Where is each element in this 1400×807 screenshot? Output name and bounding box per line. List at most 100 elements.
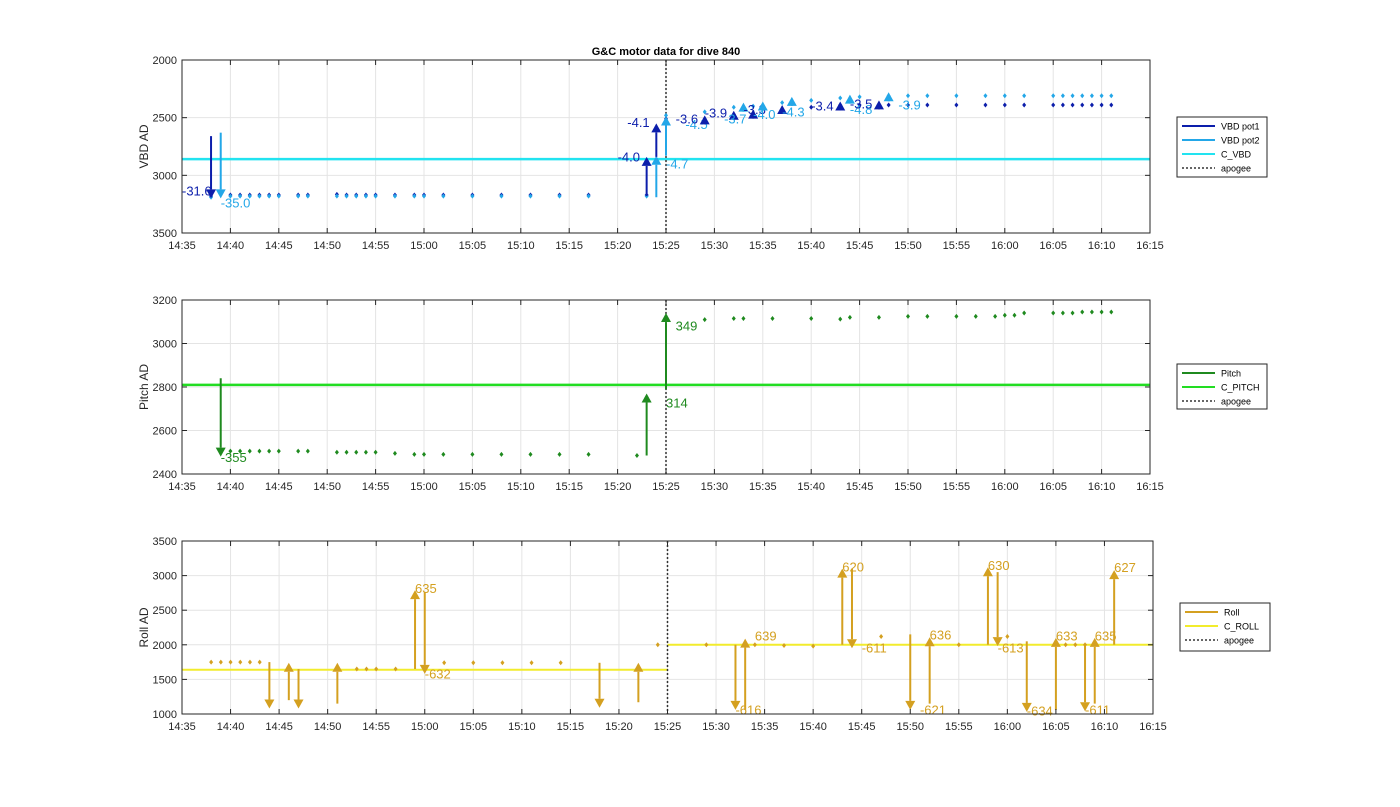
point-vbd-pot1 bbox=[1060, 102, 1065, 108]
arrow-head bbox=[846, 639, 857, 649]
point-roll bbox=[704, 642, 709, 648]
point-vbd-pot2 bbox=[441, 193, 446, 199]
point-pitch bbox=[499, 451, 504, 457]
x-tick-label: 15:00 bbox=[411, 721, 439, 733]
point-vbd-pot2 bbox=[1051, 93, 1056, 99]
point-vbd-pot1 bbox=[954, 102, 959, 108]
point-vbd-pot2 bbox=[373, 193, 378, 199]
data-label: -3.7 bbox=[724, 111, 746, 126]
point-vbd-pot2 bbox=[354, 193, 359, 199]
point-pitch bbox=[1099, 309, 1104, 315]
point-vbd-pot2 bbox=[267, 193, 272, 199]
arrow-head bbox=[883, 92, 894, 102]
point-vbd-pot2 bbox=[238, 193, 243, 199]
x-tick-label: 15:15 bbox=[555, 481, 583, 493]
data-label: 349 bbox=[676, 318, 698, 333]
point-vbd-pot2 bbox=[305, 193, 310, 199]
x-tick-label: 15:10 bbox=[507, 240, 535, 252]
point-roll bbox=[956, 642, 961, 648]
x-tick-label: 15:50 bbox=[894, 481, 922, 493]
point-roll bbox=[811, 643, 816, 649]
data-label: 635 bbox=[415, 581, 437, 596]
point-vbd-pot2 bbox=[470, 193, 475, 199]
arrow-head bbox=[641, 393, 652, 403]
x-tick-label: 15:45 bbox=[846, 240, 874, 252]
x-tick-label: 14:35 bbox=[168, 481, 196, 493]
point-pitch bbox=[305, 448, 310, 454]
data-label: 633 bbox=[1056, 629, 1078, 644]
point-pitch bbox=[238, 448, 243, 454]
point-pitch bbox=[954, 313, 959, 319]
point-roll bbox=[209, 659, 214, 665]
point-roll bbox=[218, 659, 223, 665]
x-tick-label: 15:35 bbox=[751, 721, 779, 733]
data-label: -611 bbox=[862, 640, 887, 655]
point-vbd-pot1 bbox=[983, 102, 988, 108]
point-vbd-pot2 bbox=[702, 109, 707, 115]
arrow-head bbox=[738, 102, 749, 112]
point-roll bbox=[247, 659, 252, 665]
point-pitch bbox=[741, 315, 746, 321]
arrow-head bbox=[1080, 702, 1091, 712]
data-label: -4.7 bbox=[666, 156, 688, 171]
legend-entry: apogee bbox=[1221, 397, 1251, 407]
x-tick-label: 15:55 bbox=[943, 481, 971, 493]
arrow-head bbox=[786, 96, 797, 106]
data-label: -3.9 bbox=[705, 106, 727, 121]
point-pitch bbox=[993, 313, 998, 319]
x-tick-label: 14:40 bbox=[217, 481, 245, 493]
arrow-head bbox=[835, 101, 846, 111]
arrow-head bbox=[419, 664, 430, 674]
point-vbd-pot2 bbox=[1022, 93, 1027, 99]
arrow-head bbox=[728, 110, 739, 120]
point-pitch bbox=[1080, 309, 1085, 315]
x-tick-label: 16:10 bbox=[1088, 481, 1116, 493]
x-tick-label: 15:30 bbox=[701, 481, 729, 493]
point-pitch bbox=[1022, 310, 1027, 316]
legend-entry: VBD pot1 bbox=[1221, 122, 1260, 132]
point-roll bbox=[238, 659, 243, 665]
x-tick-label: 16:05 bbox=[1039, 240, 1067, 252]
data-label: -634 bbox=[1027, 703, 1053, 718]
data-label: -3.4 bbox=[811, 99, 833, 114]
point-roll bbox=[752, 642, 757, 648]
y-tick-label: 2000 bbox=[153, 55, 177, 67]
legend-entry: C_ROLL bbox=[1224, 622, 1259, 632]
arrow-head bbox=[837, 568, 848, 578]
x-tick-label: 14:55 bbox=[362, 240, 390, 252]
point-vbd-pot2 bbox=[1080, 93, 1085, 99]
data-label: -3.5 bbox=[850, 96, 872, 111]
y-axis-label: Roll AD bbox=[137, 607, 151, 647]
point-vbd-pot1 bbox=[857, 102, 862, 108]
x-tick-label: 15:25 bbox=[652, 240, 680, 252]
data-label: -4.8 bbox=[850, 102, 872, 117]
point-vbd-pot2 bbox=[1002, 93, 1007, 99]
arrow-head bbox=[641, 156, 652, 166]
subplot-3: 635 -632 -616 639 620 -611 -621 636 630 -613 -634 6… bbox=[137, 536, 1271, 733]
data-label: -621 bbox=[920, 703, 946, 718]
point-pitch bbox=[1002, 312, 1007, 318]
x-tick-label: 15:50 bbox=[896, 721, 924, 733]
x-tick-label: 14:40 bbox=[217, 721, 245, 733]
point-vbd-pot2 bbox=[528, 193, 533, 199]
point-pitch bbox=[876, 314, 881, 320]
x-tick-label: 15:05 bbox=[459, 481, 487, 493]
point-pitch bbox=[973, 313, 978, 319]
arrow-head bbox=[264, 699, 275, 709]
point-vbd-pot2 bbox=[499, 193, 504, 199]
arrow-head bbox=[633, 662, 644, 672]
point-roll bbox=[782, 642, 787, 648]
arrow-head bbox=[594, 698, 605, 708]
point-pitch bbox=[441, 451, 446, 457]
legend-entry: C_VBD bbox=[1221, 150, 1252, 160]
point-pitch bbox=[228, 448, 233, 454]
x-tick-label: 15:55 bbox=[943, 240, 971, 252]
point-vbd-pot2 bbox=[1109, 93, 1114, 99]
point-pitch bbox=[557, 451, 562, 457]
x-tick-label: 15:20 bbox=[604, 481, 632, 493]
point-pitch bbox=[838, 316, 843, 322]
